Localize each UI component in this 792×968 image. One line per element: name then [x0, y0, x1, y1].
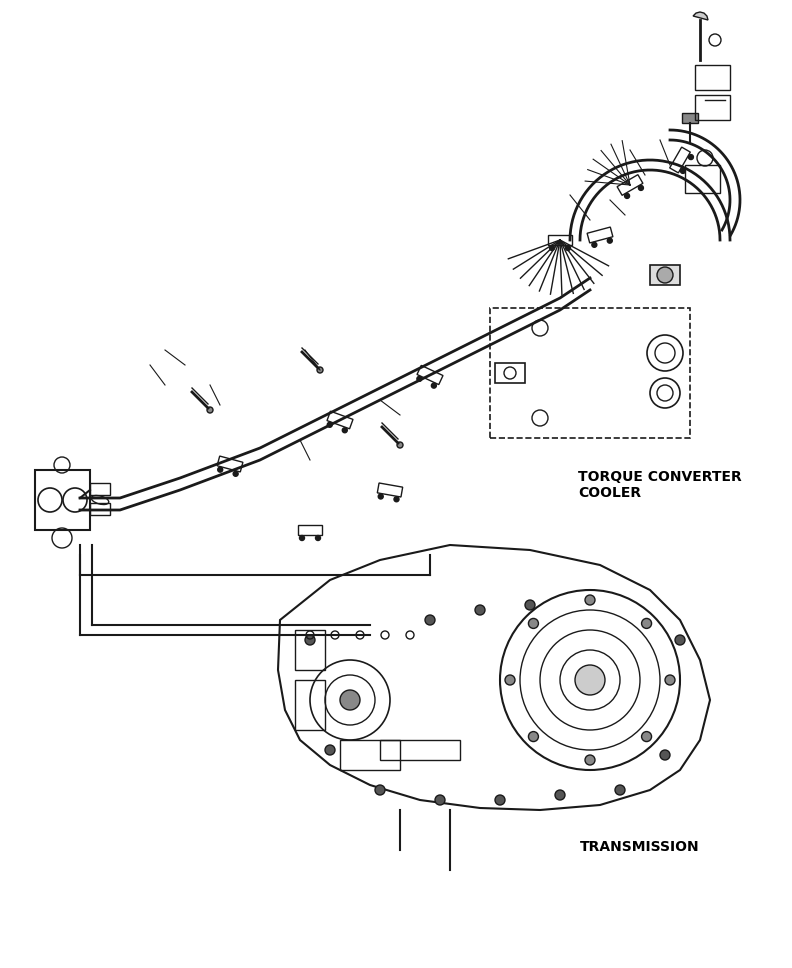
- Text: TRANSMISSION: TRANSMISSION: [580, 840, 699, 854]
- Bar: [670, 147, 691, 173]
- Bar: [695, 95, 730, 120]
- Circle shape: [317, 367, 323, 373]
- Circle shape: [525, 600, 535, 610]
- Bar: [417, 365, 443, 384]
- Circle shape: [642, 619, 652, 628]
- Circle shape: [207, 407, 213, 413]
- Bar: [682, 113, 698, 123]
- Bar: [548, 235, 572, 245]
- Circle shape: [688, 155, 694, 160]
- Circle shape: [607, 238, 612, 243]
- Circle shape: [505, 675, 515, 685]
- Circle shape: [375, 785, 385, 795]
- Circle shape: [625, 194, 630, 198]
- Circle shape: [495, 795, 505, 805]
- Circle shape: [665, 675, 675, 685]
- Circle shape: [299, 535, 304, 540]
- Text: TORQUE CONVERTER
COOLER: TORQUE CONVERTER COOLER: [578, 470, 742, 500]
- Circle shape: [642, 732, 652, 741]
- Circle shape: [417, 377, 422, 381]
- Circle shape: [394, 497, 399, 501]
- Bar: [90, 503, 110, 515]
- Bar: [617, 174, 643, 196]
- Bar: [298, 525, 322, 535]
- Circle shape: [435, 795, 445, 805]
- Circle shape: [342, 428, 347, 433]
- Circle shape: [660, 750, 670, 760]
- Circle shape: [233, 471, 238, 476]
- Circle shape: [379, 494, 383, 499]
- Circle shape: [680, 168, 685, 173]
- Circle shape: [615, 785, 625, 795]
- Bar: [295, 630, 325, 670]
- Bar: [35, 470, 90, 530]
- Circle shape: [340, 690, 360, 710]
- Circle shape: [315, 535, 321, 540]
- Bar: [490, 308, 690, 438]
- Bar: [380, 740, 460, 760]
- Circle shape: [218, 468, 223, 472]
- Circle shape: [592, 242, 597, 247]
- Circle shape: [550, 246, 554, 251]
- Bar: [377, 483, 402, 497]
- Circle shape: [327, 422, 333, 427]
- Bar: [90, 483, 110, 495]
- Circle shape: [565, 246, 570, 251]
- Circle shape: [528, 619, 539, 628]
- Circle shape: [325, 745, 335, 755]
- Circle shape: [638, 186, 643, 191]
- Circle shape: [475, 605, 485, 615]
- Bar: [650, 265, 680, 285]
- Circle shape: [528, 732, 539, 741]
- Bar: [495, 363, 525, 383]
- Circle shape: [432, 383, 436, 388]
- Circle shape: [575, 665, 605, 695]
- Circle shape: [585, 755, 595, 765]
- Polygon shape: [693, 12, 708, 20]
- Circle shape: [305, 635, 315, 645]
- Bar: [327, 411, 353, 429]
- Bar: [587, 227, 613, 243]
- Bar: [695, 65, 730, 90]
- Bar: [685, 165, 720, 193]
- Circle shape: [397, 442, 403, 448]
- Bar: [340, 740, 400, 770]
- Circle shape: [675, 635, 685, 645]
- Bar: [295, 680, 325, 730]
- Circle shape: [555, 790, 565, 800]
- Circle shape: [585, 595, 595, 605]
- Circle shape: [657, 267, 673, 283]
- Circle shape: [425, 615, 435, 625]
- Bar: [217, 456, 243, 472]
